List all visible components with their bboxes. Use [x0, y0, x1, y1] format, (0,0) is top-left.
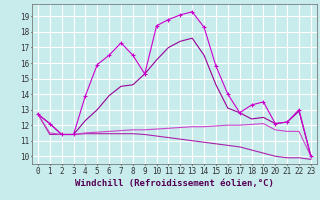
X-axis label: Windchill (Refroidissement éolien,°C): Windchill (Refroidissement éolien,°C)	[75, 179, 274, 188]
